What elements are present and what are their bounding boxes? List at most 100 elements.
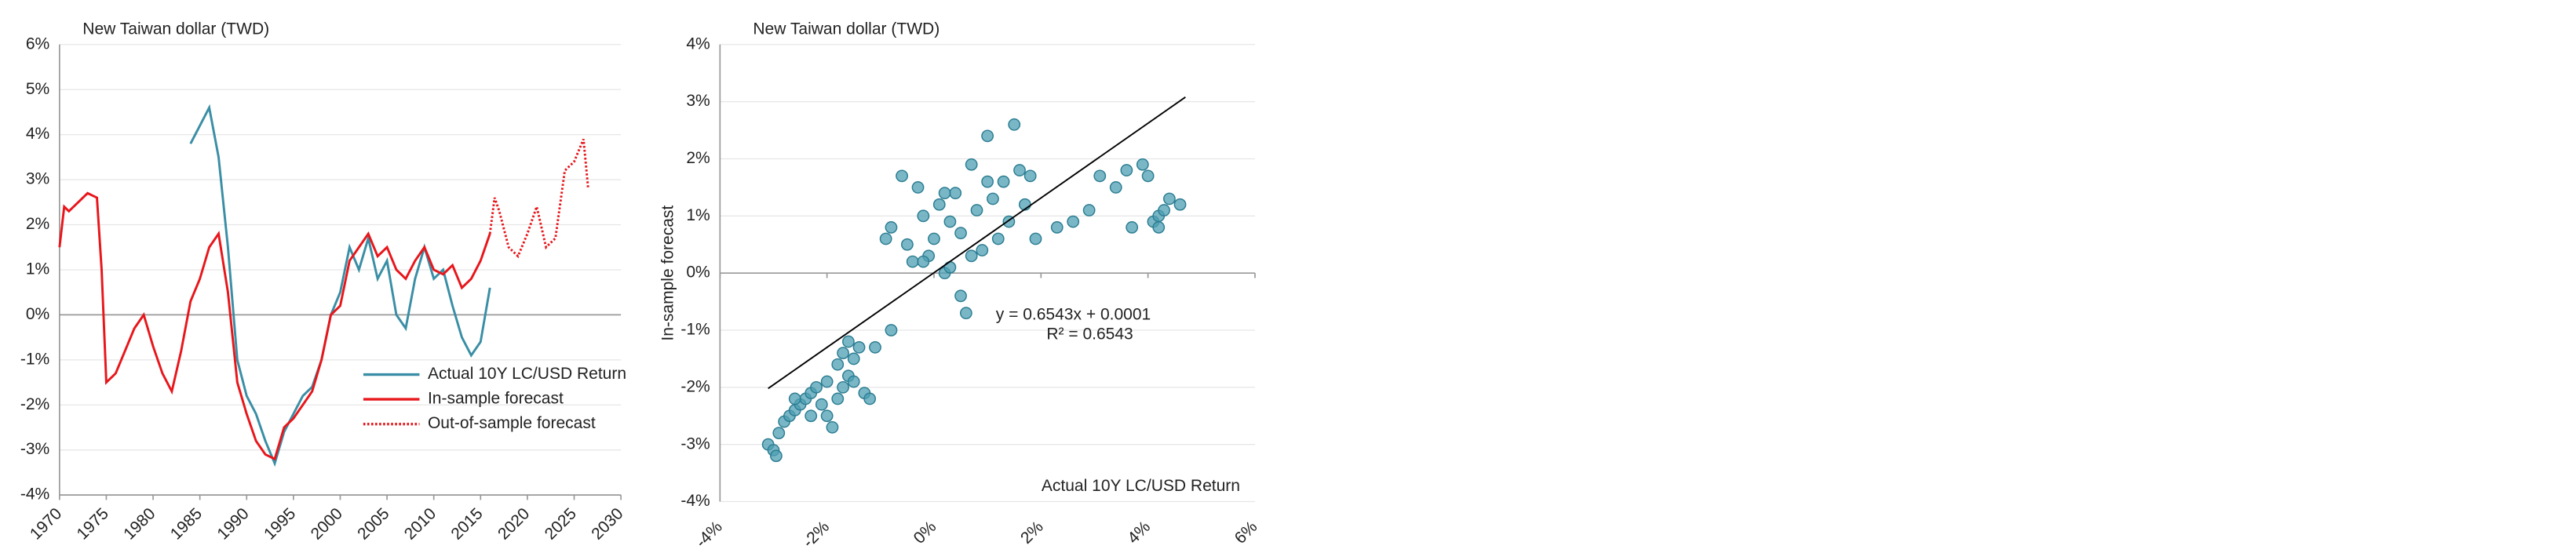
scatter-point (847, 352, 860, 365)
scatter-point (1093, 169, 1107, 183)
y-tick-label: -4% (680, 492, 710, 510)
x-tick-label: 1985 (167, 504, 206, 543)
legend-label: In-sample forecast (428, 390, 564, 408)
scatter-point (932, 198, 946, 211)
scatter-point (837, 347, 849, 360)
y-tick-label: 2% (26, 215, 49, 233)
legend-label: Actual 10Y LC/USD Return (428, 365, 626, 383)
scatter-point (1013, 164, 1026, 176)
scatter-point (810, 380, 823, 394)
scatter-point (788, 392, 801, 405)
scatter-point (885, 324, 898, 336)
scatter-point (981, 175, 994, 188)
scatter-point (820, 409, 834, 423)
scatter-point (976, 244, 989, 256)
scatter-point (1152, 221, 1166, 234)
y-tick-label: 3% (686, 92, 710, 110)
y-tick-label: 1% (26, 260, 49, 278)
scatter-point (917, 209, 930, 223)
x-tick-label: 0% (910, 518, 940, 547)
scatter-point (826, 420, 839, 434)
scatter-point (906, 255, 919, 268)
scatter-point (885, 221, 898, 234)
scatter-point (879, 232, 892, 245)
scatter-point (831, 358, 845, 371)
scatter-point (1023, 169, 1037, 183)
y-tick-label: -2% (20, 395, 49, 413)
scatter-point (943, 215, 957, 228)
x-tick-label: 1975 (74, 504, 112, 543)
scatter-point (954, 289, 967, 303)
scatter-point (965, 249, 978, 263)
y-tick-label: -4% (20, 485, 49, 504)
y-tick-label: 4% (686, 35, 710, 53)
line-series (58, 191, 491, 461)
scatter-point (815, 398, 828, 411)
scatter-point (1067, 215, 1080, 228)
scatter-point (970, 204, 983, 216)
scatter-point (965, 158, 978, 171)
scatter-point (837, 380, 849, 394)
y-tick-label: 1% (686, 206, 710, 224)
scatter-point (831, 392, 845, 405)
x-axis-label: Actual 10Y LC/USD Return (1042, 477, 1240, 495)
chart-title: New Taiwan dollar (TWD) (82, 20, 269, 38)
x-tick-label: 4% (1124, 518, 1154, 547)
x-tick-label: 1980 (120, 504, 159, 543)
chart-title: New Taiwan dollar (TWD) (753, 20, 940, 38)
scatter-point (1120, 164, 1133, 176)
scatter-point (842, 335, 855, 348)
y-axis-label: In-sample forecast (659, 205, 677, 341)
scatter-point (997, 175, 1010, 188)
y-tick-label: -1% (20, 350, 49, 368)
scatter-point (1141, 169, 1155, 183)
y-tick-label: 5% (26, 80, 49, 98)
trendline (768, 96, 1186, 390)
x-tick-label: 2020 (494, 504, 533, 543)
y-tick-label: 0% (26, 305, 49, 323)
scatter-point (1008, 118, 1021, 131)
scatter-point (917, 255, 930, 268)
scatter-point (852, 340, 866, 354)
y-tick-label: -2% (680, 377, 710, 395)
scatter-point (1029, 232, 1042, 245)
scatter-point (1158, 204, 1170, 216)
y-tick-label: 2% (686, 149, 710, 167)
scatter-point (1162, 192, 1176, 205)
scatter-point (869, 340, 881, 354)
scatter-point (820, 375, 834, 388)
scatter-point (1082, 204, 1096, 216)
scatter-point (959, 307, 972, 320)
scatter-point (900, 238, 914, 251)
x-tick-label: 1995 (261, 504, 299, 543)
scatter-point (770, 449, 783, 463)
x-tick-label: 1990 (213, 504, 252, 543)
equation: y = 0.6543x + 0.0001 (996, 305, 1151, 323)
x-tick-label: 2015 (447, 504, 486, 543)
scatter-point (928, 232, 940, 245)
scatter-point (981, 129, 994, 143)
scatter-point (911, 181, 925, 194)
scatter-point (1126, 221, 1139, 234)
scatter-point (987, 192, 999, 205)
y-tick-label: -1% (680, 321, 710, 339)
x-tick-label: -4% (692, 518, 726, 551)
scatter-point (1173, 198, 1187, 211)
x-tick-label: 2025 (542, 504, 580, 543)
x-tick-label: 2005 (354, 504, 392, 543)
line-series (488, 138, 589, 259)
scatter-point (1109, 181, 1122, 194)
x-tick-label: 2000 (308, 504, 346, 543)
scatter-point (991, 232, 1005, 245)
x-tick-label: -2% (799, 518, 833, 551)
x-tick-label: 2% (1017, 518, 1047, 547)
scatter-point (1136, 158, 1149, 171)
scatter-point (949, 187, 962, 200)
y-tick-label: 3% (26, 170, 49, 188)
x-tick-label: 2010 (401, 504, 440, 543)
y-tick-label: 4% (26, 125, 49, 143)
y-tick-label: 0% (686, 264, 710, 282)
x-tick-label: 1970 (27, 504, 65, 543)
